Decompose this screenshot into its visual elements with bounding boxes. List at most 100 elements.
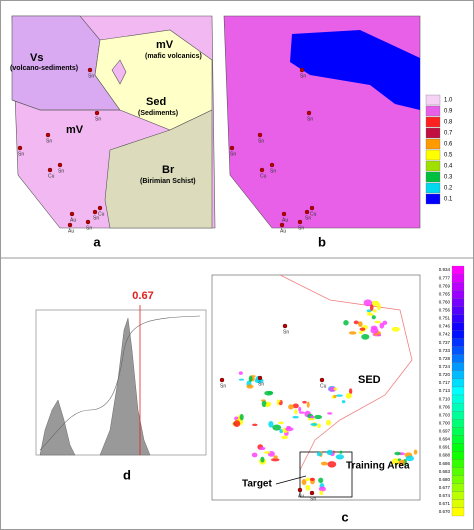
point-label: Sn bbox=[86, 225, 92, 231]
legend-label: 0.765 bbox=[439, 291, 451, 296]
point-label: Sn bbox=[88, 73, 94, 79]
legend-label: 0.742 bbox=[439, 332, 451, 337]
legend-label: 0.694 bbox=[439, 437, 451, 442]
legend-label: 0.2 bbox=[444, 186, 453, 192]
anomaly bbox=[239, 413, 244, 421]
legend-label: 0.777 bbox=[439, 275, 451, 280]
legend-label: 0.751 bbox=[439, 316, 451, 321]
legend-label: 0.5 bbox=[444, 153, 453, 159]
legend-swatch bbox=[451, 265, 465, 275]
legend-label: 0.733 bbox=[439, 348, 451, 353]
anomaly bbox=[317, 423, 321, 429]
legend-swatch bbox=[451, 330, 465, 339]
legend-swatch bbox=[451, 394, 465, 404]
point-label: Sn bbox=[300, 73, 306, 79]
point-label: Au bbox=[298, 493, 304, 499]
legend-swatch bbox=[451, 370, 465, 380]
histogram: 0.67 bbox=[35, 290, 207, 456]
legend-label: 0.691 bbox=[439, 445, 451, 450]
legend-label: 0.934 bbox=[439, 267, 451, 272]
anomaly bbox=[377, 334, 382, 337]
anomaly bbox=[316, 451, 322, 457]
sample-point bbox=[319, 377, 325, 383]
legend-label: 0.703 bbox=[439, 412, 451, 417]
legend-swatch bbox=[451, 306, 465, 315]
anomaly bbox=[318, 486, 326, 492]
legend-label: 0.9 bbox=[444, 109, 453, 115]
anomaly bbox=[233, 420, 241, 427]
legend-label: 0.700 bbox=[439, 420, 451, 425]
sample-point bbox=[282, 323, 288, 329]
training-label: Training Area bbox=[346, 461, 410, 472]
legend-swatch bbox=[425, 182, 441, 194]
legend-label: 0.4 bbox=[444, 164, 453, 170]
legend-swatch bbox=[451, 459, 465, 468]
sample-point bbox=[219, 377, 225, 383]
anomaly bbox=[246, 384, 254, 389]
panel-label: b bbox=[318, 234, 326, 249]
legend-swatch bbox=[451, 386, 465, 396]
point-label: Sn bbox=[58, 168, 64, 174]
sample-point bbox=[309, 490, 315, 496]
legend-label: 0.683 bbox=[439, 469, 451, 474]
legend-swatch bbox=[451, 443, 465, 452]
point-label: Sn bbox=[258, 381, 264, 387]
anomaly bbox=[260, 456, 265, 463]
anomaly bbox=[252, 423, 258, 427]
legend-label: 0.686 bbox=[439, 461, 451, 466]
anomaly bbox=[259, 446, 266, 451]
sample-point bbox=[279, 222, 285, 228]
unit-label: Sed bbox=[146, 96, 166, 108]
map-c: SED Training Area Target bbox=[211, 274, 421, 501]
legend-label: 0.688 bbox=[439, 453, 451, 458]
legend-swatch bbox=[425, 149, 441, 161]
anomaly bbox=[248, 375, 253, 382]
target-label: Target bbox=[242, 479, 272, 490]
legend-swatch bbox=[425, 105, 441, 117]
anomaly bbox=[372, 309, 377, 313]
anomaly bbox=[265, 403, 270, 408]
legend-swatch bbox=[451, 314, 465, 323]
legend-swatch bbox=[425, 127, 441, 139]
legend-swatch bbox=[451, 419, 465, 428]
legend-swatch bbox=[425, 138, 441, 150]
anomaly bbox=[413, 449, 418, 455]
sample-point bbox=[229, 145, 235, 151]
point-label: Au bbox=[70, 217, 76, 223]
legend-swatch bbox=[425, 193, 441, 205]
legend-swatch bbox=[451, 338, 465, 347]
anomaly bbox=[363, 299, 373, 307]
anomaly bbox=[353, 320, 359, 325]
unit-label: Vs bbox=[30, 52, 43, 64]
point-label: Au bbox=[282, 217, 288, 223]
anomaly bbox=[298, 406, 302, 412]
legend-label: 0.769 bbox=[439, 283, 451, 288]
anomaly bbox=[279, 429, 284, 434]
legend-label: 0.717 bbox=[439, 380, 451, 385]
anomaly bbox=[333, 394, 337, 399]
panel-label: c bbox=[341, 509, 348, 524]
legend-label: 0.8 bbox=[444, 120, 453, 126]
anomaly bbox=[327, 412, 333, 415]
legend-label: 0.670 bbox=[439, 509, 451, 514]
legend-label: 0.746 bbox=[439, 324, 451, 329]
anomaly bbox=[366, 309, 372, 313]
legend-label: 0.674 bbox=[439, 493, 451, 498]
anomaly bbox=[314, 414, 323, 420]
sample-point bbox=[269, 162, 275, 168]
anomaly bbox=[298, 411, 305, 414]
anomaly bbox=[341, 400, 346, 404]
sample-point bbox=[85, 219, 91, 225]
point-label: Cu bbox=[310, 211, 317, 217]
anomaly bbox=[305, 477, 310, 482]
legend-swatch bbox=[451, 290, 465, 299]
anomaly bbox=[335, 454, 345, 460]
anomaly bbox=[379, 322, 385, 329]
point-label: Au bbox=[280, 228, 286, 234]
unit-desc: (mafic volcanics) bbox=[145, 53, 202, 60]
legend-swatch bbox=[451, 483, 465, 492]
anomaly bbox=[374, 320, 381, 324]
anomaly bbox=[345, 392, 352, 399]
point-label: Au bbox=[68, 228, 74, 234]
anomaly bbox=[376, 303, 381, 310]
